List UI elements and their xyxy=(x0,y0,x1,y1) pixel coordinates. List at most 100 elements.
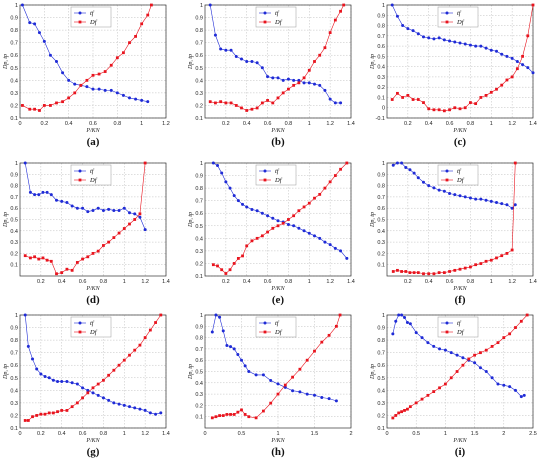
x-tick-label: 0 xyxy=(18,121,21,127)
y-tick-label: 0.2 xyxy=(195,261,203,267)
y-tick-label: 0.2 xyxy=(377,251,385,257)
y-tick-label: 0.4 xyxy=(10,78,18,84)
data-point-Df xyxy=(484,94,488,97)
data-point-tf xyxy=(313,234,316,238)
data-point-tf xyxy=(261,373,265,377)
y-tick-label: 1 xyxy=(15,161,18,167)
data-point-Df xyxy=(291,375,294,379)
legend-label-tf: tf xyxy=(457,168,462,175)
data-point-tf xyxy=(271,76,275,80)
legend: tf Df xyxy=(437,164,479,186)
data-point-Df xyxy=(128,41,131,45)
data-point-Df xyxy=(422,272,425,276)
data-point-Df xyxy=(85,78,89,82)
data-point-Df xyxy=(241,254,244,258)
data-point-Df xyxy=(411,98,415,101)
y-tick-label: 0.9 xyxy=(377,172,385,178)
data-point-tf xyxy=(400,313,404,317)
data-point-tf xyxy=(463,42,467,46)
y-axis-label: Dp, tp xyxy=(370,364,376,380)
y-tick-label: 0.3 xyxy=(10,91,18,97)
data-point-tf xyxy=(65,380,69,384)
legend-marker-Df xyxy=(445,20,449,24)
y-tick-label: 0.7 xyxy=(377,195,385,201)
data-point-tf xyxy=(134,97,138,101)
data-point-tf xyxy=(128,96,131,100)
data-point-tf xyxy=(496,382,500,386)
panel-caption: (i) xyxy=(455,446,466,458)
x-tick-label: 0.4 xyxy=(243,121,251,127)
y-tick-label: 0.9 xyxy=(10,16,18,22)
data-point-tf xyxy=(405,321,409,325)
data-point-tf xyxy=(229,48,233,52)
data-point-Df xyxy=(467,357,471,361)
data-point-tf xyxy=(416,176,420,180)
data-point-tf xyxy=(37,31,41,35)
data-point-Df xyxy=(214,415,218,419)
data-point-Df xyxy=(35,414,39,417)
data-point-tf xyxy=(276,382,280,386)
data-point-tf xyxy=(468,196,472,200)
data-point-Df xyxy=(458,107,462,111)
data-point-Df xyxy=(220,268,224,272)
panel-caption: (f) xyxy=(455,294,466,306)
legend-marker-tf xyxy=(445,169,449,173)
y-tick-label: 0.2 xyxy=(377,413,385,419)
data-point-tf xyxy=(101,396,105,400)
data-point-Df xyxy=(495,87,498,91)
y-axis-label: Dp, tp xyxy=(188,212,194,228)
panel-caption: (h) xyxy=(271,446,285,458)
x-tick-label: 1 xyxy=(123,431,126,437)
plot-frame xyxy=(19,4,167,119)
y-tick-label: 0.7 xyxy=(10,195,18,201)
data-point-Df xyxy=(408,405,412,409)
x-tick-label: 0.6 xyxy=(446,279,454,285)
x-tick-label: 0.5 xyxy=(238,431,246,437)
data-point-Df xyxy=(29,256,32,260)
data-point-Df xyxy=(505,252,509,255)
legend-label-Df: Df xyxy=(456,19,465,26)
data-point-tf xyxy=(269,379,273,383)
data-point-tf xyxy=(20,3,24,7)
legend-label-Df: Df xyxy=(274,19,283,26)
data-point-tf xyxy=(31,357,35,361)
data-point-Df xyxy=(283,383,287,387)
data-point-Df xyxy=(49,104,52,107)
data-point-Df xyxy=(75,261,79,264)
data-point-tf xyxy=(442,38,446,42)
x-tick-label: 1.2 xyxy=(141,279,149,285)
data-point-Df xyxy=(49,259,53,263)
data-point-tf xyxy=(243,364,247,368)
data-point-Df xyxy=(250,239,254,243)
data-point-tf xyxy=(103,88,107,92)
data-point-tf xyxy=(414,331,418,335)
data-point-tf xyxy=(422,180,425,184)
legend: tf Df xyxy=(70,164,112,186)
y-tick-label: 0.1 xyxy=(377,426,385,432)
legend-label-tf: tf xyxy=(275,168,280,175)
data-point-Df xyxy=(432,108,436,112)
data-point-tf xyxy=(43,375,47,379)
data-point-tf xyxy=(334,399,338,403)
x-tick-label: 1 xyxy=(490,279,493,285)
legend: tf Df xyxy=(437,316,479,338)
y-tick-label: 0.9 xyxy=(10,326,18,332)
data-point-tf xyxy=(138,407,142,411)
data-point-tf xyxy=(260,66,264,70)
data-point-tf xyxy=(75,206,79,210)
data-point-Df xyxy=(313,60,316,63)
data-point-tf xyxy=(427,184,431,188)
legend-marker-tf xyxy=(78,321,82,325)
data-point-Df xyxy=(143,336,147,339)
data-point-tf xyxy=(112,401,116,405)
data-point-tf xyxy=(449,351,453,355)
data-point-tf xyxy=(216,164,220,168)
data-point-tf xyxy=(438,347,442,351)
y-tick-label: 0.1 xyxy=(195,415,203,421)
data-point-tf xyxy=(148,411,152,415)
x-axis-label: P/KN xyxy=(452,438,467,444)
y-tick-label: 1 xyxy=(382,3,385,9)
plot-frame xyxy=(204,162,352,277)
data-point-tf xyxy=(159,411,163,415)
data-point-Df xyxy=(519,319,523,323)
